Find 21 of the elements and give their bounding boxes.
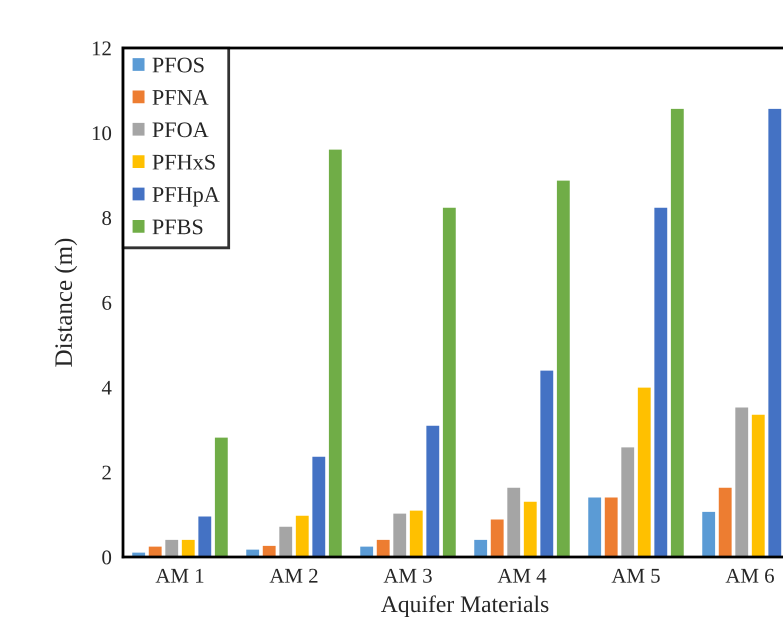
- x-tick-label: AM 6: [726, 568, 774, 583]
- x-tick-label: AM 3: [384, 568, 432, 583]
- y-tick-label: 12: [92, 41, 111, 56]
- y-axis-title: Distance (m): [54, 238, 78, 367]
- legend-label: PFHxS: [152, 154, 215, 170]
- legend-label: PFBS: [152, 219, 202, 234]
- y-tick-label: 6: [102, 296, 112, 310]
- legend-label: PFNA: [152, 90, 209, 105]
- legend-label: PFOS: [152, 58, 204, 73]
- y-tick-label: 2: [102, 466, 111, 480]
- x-tick-label: AM 1: [156, 568, 204, 583]
- legend-label: PFHpA: [152, 187, 220, 207]
- y-tick-label: 0: [102, 550, 112, 564]
- y-tick-label: 10: [92, 126, 112, 140]
- x-tick-label: AM 2: [270, 568, 318, 583]
- x-tick-label: AM 4: [498, 568, 546, 583]
- x-axis-title: Aquifer Materials: [380, 595, 548, 617]
- x-tick-label: AM 5: [612, 568, 660, 583]
- y-tick-label: 8: [102, 211, 112, 226]
- legend-label: PFOA: [152, 122, 209, 138]
- y-tick-label: 4: [102, 380, 112, 395]
